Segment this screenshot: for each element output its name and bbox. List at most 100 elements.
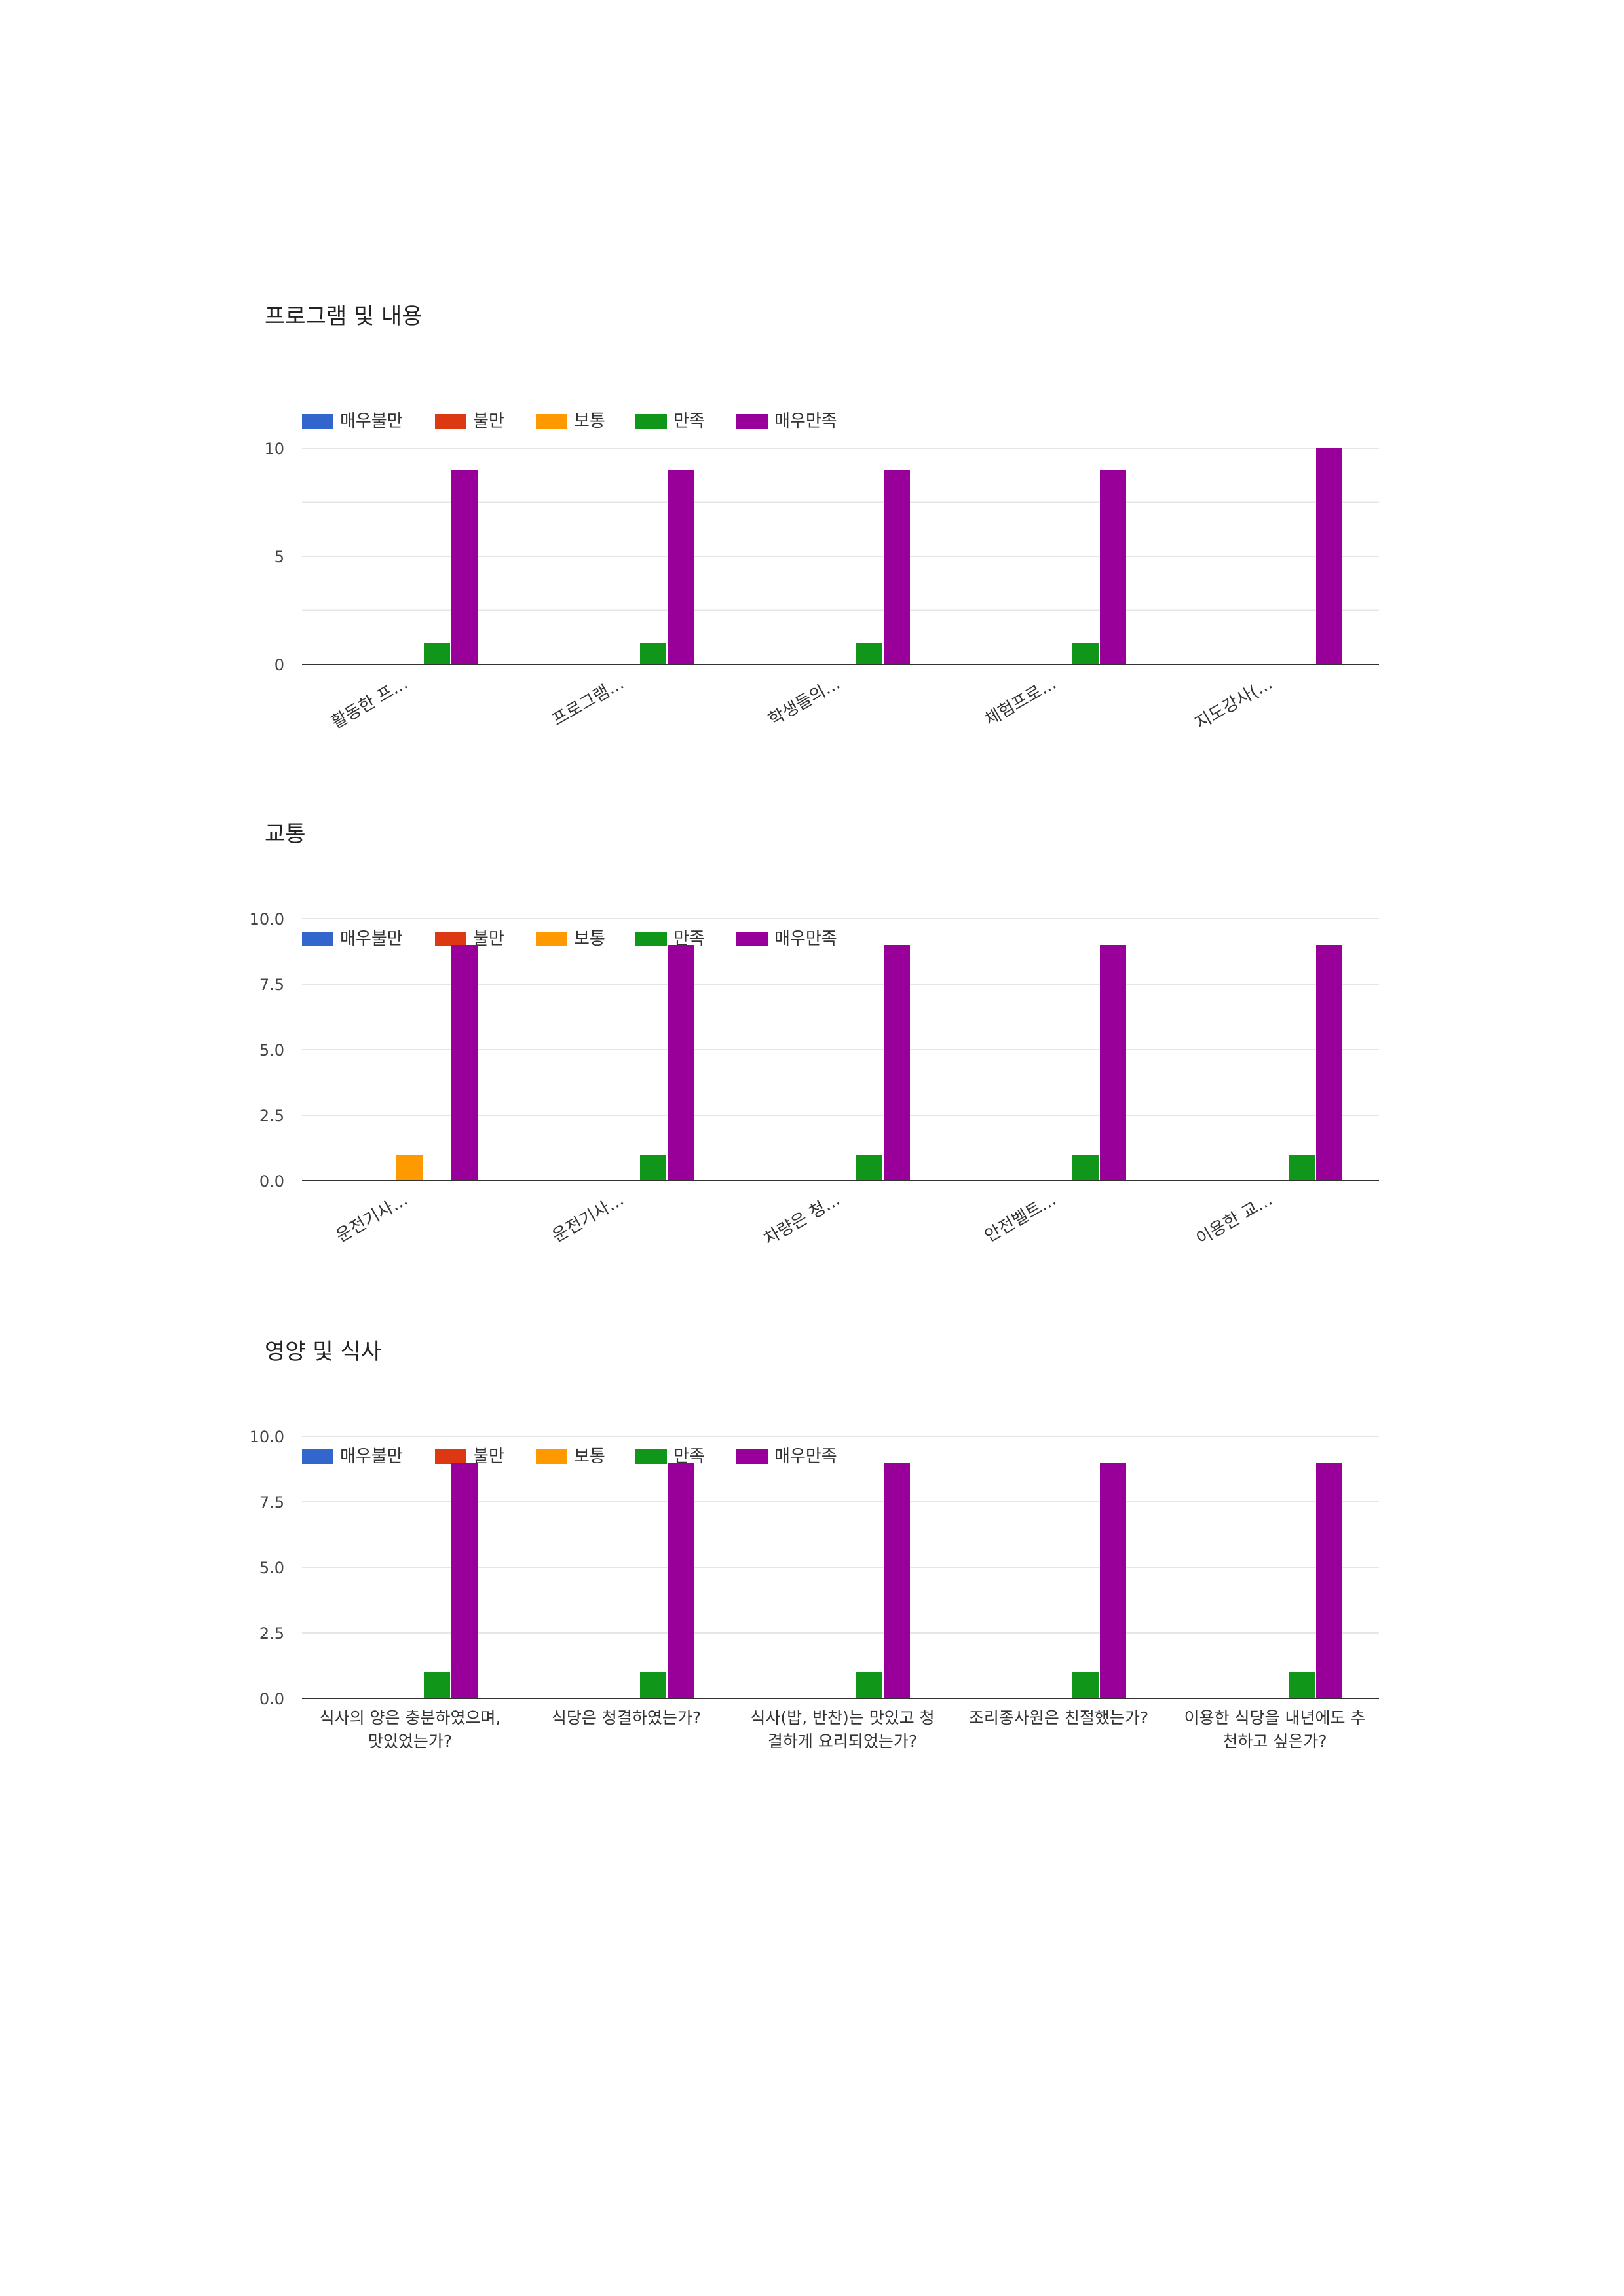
bar-만족 bbox=[424, 1672, 450, 1698]
legend-swatch bbox=[302, 932, 333, 946]
y-tick-label: 0.0 bbox=[259, 1172, 284, 1191]
bar-매우만족 bbox=[1100, 1463, 1126, 1698]
legend-swatch bbox=[435, 932, 466, 946]
y-tick-label: 2.5 bbox=[259, 1107, 284, 1125]
legend-label: 불만 bbox=[473, 411, 504, 431]
legend-label: 보통 bbox=[574, 1447, 605, 1466]
bar-매우만족 bbox=[1100, 945, 1126, 1181]
y-tick-label: 10 bbox=[264, 440, 284, 458]
legend-label: 불만 bbox=[473, 1447, 504, 1466]
bar-보통 bbox=[396, 1155, 423, 1181]
bars bbox=[396, 945, 1342, 1181]
legend-swatch bbox=[635, 1449, 667, 1464]
legend-label: 매우불만 bbox=[340, 411, 403, 431]
bars bbox=[424, 448, 1342, 664]
bar-매우만족 bbox=[668, 470, 694, 664]
bar-만족 bbox=[1289, 1672, 1315, 1698]
gridlines bbox=[302, 1436, 1379, 1634]
x-tick-label: 안전벨트... bbox=[981, 1190, 1059, 1246]
x-tick-label: 식사의 양은 충분하였으며, 맛있었는가? bbox=[320, 1708, 501, 1751]
legend-label: 매우만족 bbox=[774, 411, 837, 431]
x-tick-label: 운전기사... bbox=[333, 1190, 411, 1246]
x-tick-label: 체험프로... bbox=[981, 674, 1059, 730]
bar-매우만족 bbox=[451, 1463, 478, 1698]
legend-label: 매우불만 bbox=[340, 929, 403, 949]
legend-swatch bbox=[435, 414, 466, 429]
legend-label: 매우불만 bbox=[340, 1447, 403, 1466]
bar-만족 bbox=[640, 643, 666, 664]
x-tick-label: 식당은 청결하였는가? bbox=[552, 1708, 701, 1727]
chart-title-program: 프로그램 및 내용 bbox=[265, 303, 423, 330]
legend-label: 보통 bbox=[574, 411, 605, 431]
x-tick-label: 프로그램... bbox=[549, 674, 627, 730]
bar-만족 bbox=[640, 1155, 666, 1181]
legend-swatch bbox=[736, 414, 768, 429]
x-tick-label: 학생들의... bbox=[765, 674, 843, 730]
bar-매우만족 bbox=[884, 945, 910, 1181]
bar-만족 bbox=[856, 643, 882, 664]
legend-swatch bbox=[635, 932, 667, 946]
bar-만족 bbox=[1072, 1672, 1099, 1698]
legend-swatch bbox=[536, 414, 567, 429]
legend-label: 매우만족 bbox=[774, 929, 837, 949]
legend-swatch bbox=[635, 414, 667, 429]
x-tick-label: 지도강사(... bbox=[1192, 674, 1275, 733]
bar-만족 bbox=[1072, 643, 1099, 664]
bar-만족 bbox=[856, 1672, 882, 1698]
y-tick-label: 0 bbox=[274, 656, 284, 674]
bar-만족 bbox=[1289, 1155, 1315, 1181]
bar-만족 bbox=[640, 1672, 666, 1698]
y-tick-label: 10.0 bbox=[250, 1428, 284, 1446]
legend-swatch bbox=[302, 414, 333, 429]
x-tick-label: 이용한 교... bbox=[1193, 1190, 1276, 1249]
chart-title-transport: 교통 bbox=[265, 821, 306, 847]
legend-label: 만족 bbox=[673, 411, 705, 431]
legend-label: 보통 bbox=[574, 929, 605, 949]
x-tick-label: 활동한 프... bbox=[328, 674, 411, 733]
legend-swatch bbox=[435, 1449, 466, 1464]
legend-label: 불만 bbox=[473, 929, 504, 949]
x-tick-label: 이용한 식당을 내년에도 추 천하고 싶은가? bbox=[1184, 1708, 1366, 1751]
gridlines bbox=[302, 448, 1379, 611]
x-tick-label: 조리종사원은 친절했는가? bbox=[969, 1708, 1148, 1727]
legend-swatch bbox=[536, 1449, 567, 1464]
bar-만족 bbox=[1072, 1155, 1099, 1181]
bar-매우만족 bbox=[884, 470, 910, 664]
legend: 매우불만 불만 보통 만족 매우만족 bbox=[302, 929, 837, 949]
gridlines bbox=[302, 918, 1379, 1116]
bar-매우만족 bbox=[451, 945, 478, 1181]
y-tick-label: 5 bbox=[274, 548, 284, 566]
y-tick-label: 7.5 bbox=[259, 976, 284, 994]
bar-매우만족 bbox=[668, 945, 694, 1181]
bar-매우만족 bbox=[451, 470, 478, 664]
legend-label: 매우만족 bbox=[774, 1447, 837, 1466]
y-tick-label: 5.0 bbox=[259, 1041, 284, 1060]
bar-매우만족 bbox=[884, 1463, 910, 1698]
legend-swatch bbox=[536, 932, 567, 946]
bar-매우만족 bbox=[1316, 448, 1342, 664]
y-tick-label: 0.0 bbox=[259, 1690, 284, 1708]
bar-매우만족 bbox=[668, 1463, 694, 1698]
bar-매우만족 bbox=[1316, 1463, 1342, 1698]
y-tick-label: 10.0 bbox=[250, 910, 284, 928]
legend-swatch bbox=[736, 1449, 768, 1464]
legend: 매우불만 불만 보통 만족 매우만족 bbox=[302, 411, 837, 431]
bar-매우만족 bbox=[1316, 945, 1342, 1181]
x-tick-label: 차량은 청... bbox=[761, 1190, 844, 1249]
bar-만족 bbox=[424, 643, 450, 664]
y-tick-label: 7.5 bbox=[259, 1493, 284, 1512]
y-tick-label: 2.5 bbox=[259, 1624, 284, 1643]
chart-title-meal: 영양 및 식사 bbox=[265, 1339, 382, 1365]
legend-swatch bbox=[736, 932, 768, 946]
legend: 매우불만 불만 보통 만족 매우만족 bbox=[302, 1447, 837, 1466]
y-tick-label: 5.0 bbox=[259, 1559, 284, 1577]
legend-swatch bbox=[302, 1449, 333, 1464]
bar-만족 bbox=[856, 1155, 882, 1181]
bars bbox=[424, 1463, 1342, 1698]
x-tick-label: 운전기사... bbox=[549, 1190, 627, 1246]
x-tick-label: 식사(밥, 반찬)는 맛있고 청 결하게 요리되었는가? bbox=[750, 1708, 934, 1751]
bar-매우만족 bbox=[1100, 470, 1126, 664]
